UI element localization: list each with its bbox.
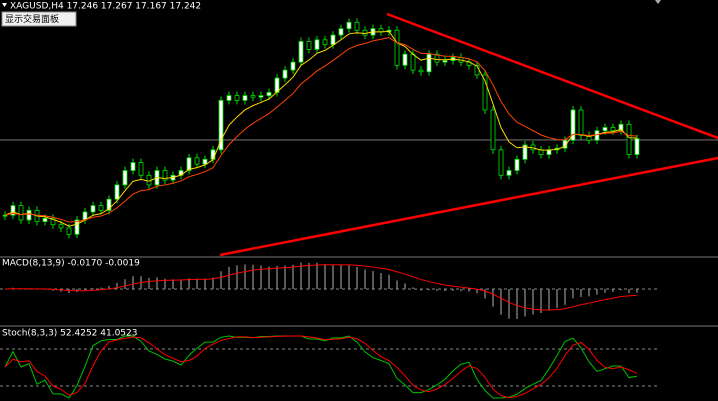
candle: [210, 149, 216, 160]
candle: [130, 162, 136, 171]
candle: [66, 227, 72, 235]
candle: [98, 205, 104, 211]
candle: [122, 170, 128, 186]
candle: [626, 123, 632, 155]
candle: [74, 219, 80, 235]
candle: [578, 109, 584, 136]
candle: [50, 217, 56, 226]
candle: [514, 158, 520, 171]
candle: [298, 41, 304, 63]
stoch-label: Stoch(8,3,3) 52.4252 41.0523: [2, 329, 137, 339]
candle: [234, 95, 240, 101]
candle: [418, 69, 424, 73]
candle: [242, 95, 248, 101]
candle: [362, 29, 368, 36]
candle: [186, 157, 192, 171]
candle: [90, 205, 96, 213]
candle: [602, 127, 608, 132]
shift-marker: [655, 0, 661, 4]
macd-label: MACD(8,13,9) -0.0170 -0.0019: [2, 259, 140, 269]
candle: [218, 100, 224, 151]
plot: [0, 18, 718, 399]
moving-average-slow: [4, 37, 638, 223]
candle: [354, 21, 360, 31]
candle: [610, 127, 616, 132]
candle: [498, 149, 504, 176]
candle: [330, 34, 336, 46]
candle: [250, 95, 256, 98]
candle: [434, 53, 440, 63]
moving-average-fast: [4, 30, 638, 227]
trendline-lower: [219, 156, 718, 257]
candle: [42, 217, 48, 222]
stoch-signal: [4, 335, 638, 399]
candle: [162, 170, 168, 181]
candle: [634, 138, 640, 155]
candle: [114, 184, 120, 200]
candle: [290, 61, 296, 71]
candle: [410, 53, 416, 71]
candle: [346, 21, 352, 30]
candle: [442, 60, 448, 63]
candle: [482, 74, 488, 111]
candle: [394, 29, 400, 66]
candle: [594, 130, 600, 141]
candle: [402, 53, 408, 66]
macd-signal: [4, 264, 638, 311]
candle: [506, 170, 512, 176]
menu-arrow: [2, 3, 7, 7]
candle: [258, 95, 264, 98]
candle: [58, 224, 64, 229]
candle: [322, 39, 328, 46]
symbol-info: XAGUSD,H4 17.246 17.267 17.167 17.242: [10, 2, 201, 12]
candle: [338, 28, 344, 36]
trade-panel-label: 显示交易面板: [5, 13, 59, 25]
candle: [426, 53, 432, 73]
candle: [314, 39, 320, 50]
stoch-main: [4, 335, 638, 399]
candle: [138, 162, 144, 176]
trade-panel-button[interactable]: [1, 11, 77, 27]
candle: [18, 205, 24, 221]
candle: [570, 109, 576, 141]
trendline-upper: [386, 12, 718, 140]
candle: [282, 69, 288, 79]
candle: [266, 92, 272, 97]
candle: [562, 139, 568, 149]
candle: [546, 149, 552, 155]
candle: [10, 205, 16, 216]
candle: [194, 157, 200, 165]
candle: [26, 209, 32, 221]
candle: [202, 158, 208, 165]
candle: [306, 41, 312, 50]
candle: [618, 123, 624, 132]
candle: [522, 144, 528, 160]
candle: [226, 95, 232, 101]
candle: [106, 198, 112, 211]
candle: [490, 109, 496, 151]
